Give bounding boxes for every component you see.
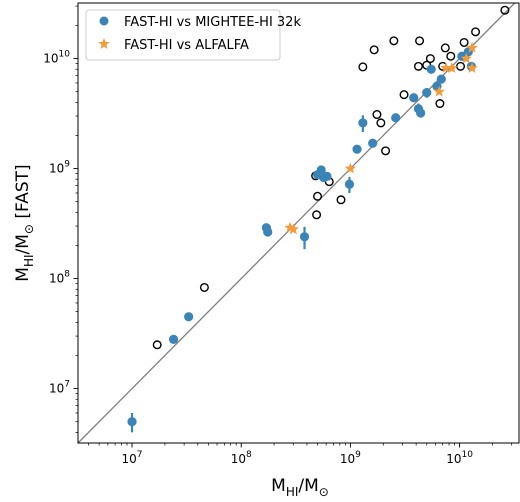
open-circle-point <box>152 340 162 350</box>
open-circle-point <box>435 99 445 109</box>
open-circle-point <box>389 36 399 46</box>
y-tick-label: 107 <box>49 380 70 396</box>
alfalfa-point <box>344 162 357 174</box>
alfalfa-point <box>460 52 472 64</box>
svg-text:MHI/M⊙ [FAST]: MHI/M⊙ [FAST] <box>13 164 36 281</box>
mightee-point <box>299 232 310 242</box>
data-markers <box>127 5 510 433</box>
legend-label-alfalfa: FAST-HI vs ALFALFA <box>124 38 249 53</box>
open-circle-point <box>369 45 379 55</box>
open-circle-point <box>471 27 481 37</box>
mightee-point <box>391 113 401 123</box>
mightee-point <box>358 118 368 128</box>
alfalfa-point <box>433 85 445 97</box>
plot-frame <box>77 2 520 444</box>
open-circle-point <box>199 282 209 292</box>
open-circle-point <box>381 146 391 156</box>
alfalfa-point <box>446 62 458 73</box>
open-circle-point <box>372 110 382 120</box>
mightee-point <box>316 165 326 175</box>
mightee-point <box>422 88 432 98</box>
open-circle-point <box>376 118 386 128</box>
axis-ticks: 107 108 109 1010 107 108 109 1010 <box>43 5 513 466</box>
open-circle-point <box>399 90 409 100</box>
y-tick-label: 1010 <box>43 50 70 66</box>
mightee-point <box>368 138 378 148</box>
mightee-point <box>416 108 426 118</box>
alfalfa-point <box>466 62 478 73</box>
mightee-point <box>127 417 137 427</box>
mightee-point <box>352 144 362 154</box>
mightee-point <box>344 179 355 189</box>
mightee-point <box>184 312 194 322</box>
open-circle-point <box>336 195 346 205</box>
alfalfa-point <box>287 223 300 235</box>
y-tick-label: 108 <box>49 270 70 286</box>
mightee-point <box>409 93 419 103</box>
legend-label-mightee: FAST-HI vs MIGHTEE-HI 32k <box>124 15 301 30</box>
alfalfa-point <box>440 62 452 73</box>
open-circle-point <box>425 54 435 64</box>
legend-marker-circle <box>99 16 109 26</box>
x-tick-label: 109 <box>340 450 361 466</box>
mightee-point <box>436 74 446 84</box>
open-circle-point <box>313 191 323 201</box>
y-axis-label: MHI/M⊙ [FAST] <box>13 164 36 281</box>
legend-marker-star <box>98 38 110 49</box>
y-tick-label: 109 <box>49 160 70 176</box>
x-axis-label: MHI/M⊙ <box>271 476 329 499</box>
open-circle-point <box>446 51 456 61</box>
open-circle-point <box>500 5 510 15</box>
x-tick-label: 107 <box>122 450 143 466</box>
open-circle-point <box>413 61 423 71</box>
alfalfa-point <box>284 221 296 233</box>
legend: FAST-HI vs MIGHTEE-HI 32k FAST-HI vs ALF… <box>85 9 301 61</box>
mightee-point <box>168 334 179 344</box>
svg-text:MHI/M⊙: MHI/M⊙ <box>271 476 329 499</box>
x-tick-label: 108 <box>231 450 252 466</box>
legend-box <box>85 9 281 61</box>
open-circle-point <box>459 37 469 47</box>
mightee-point <box>426 64 436 74</box>
x-tick-label: 1010 <box>446 450 473 466</box>
open-circle-point <box>440 43 450 53</box>
open-circle-point <box>415 36 425 46</box>
open-circle-point <box>312 210 322 220</box>
alfalfa-point <box>466 41 478 53</box>
mightee-point <box>263 227 273 237</box>
mightee-point <box>322 171 332 181</box>
open-circle-point <box>358 62 368 72</box>
